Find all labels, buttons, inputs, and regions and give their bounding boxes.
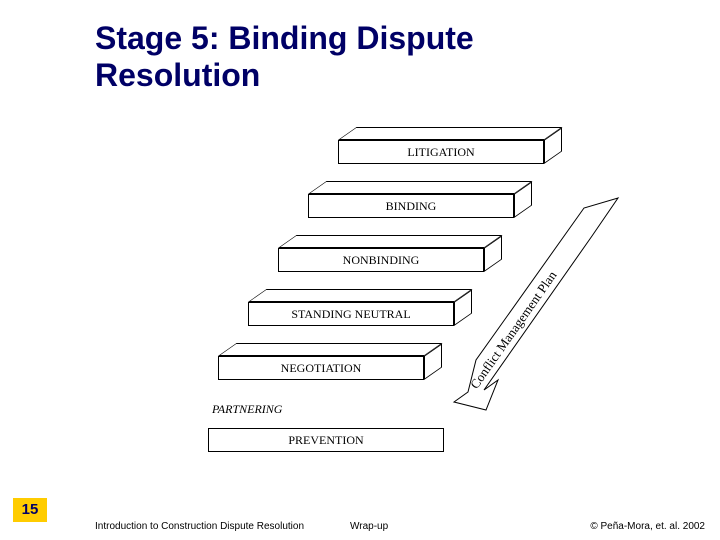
step-litigation: LITIGATION [338, 140, 544, 164]
footer-right: © Peña-Mora, et. al. 2002 [590, 521, 705, 532]
title-line-2: Resolution [95, 57, 260, 93]
footer-left: Introduction to Construction Dispute Res… [95, 521, 304, 532]
page-title: Stage 5: Binding Dispute Resolution [95, 20, 474, 94]
step-binding: BINDING [308, 194, 514, 218]
slide-number: 15 [13, 498, 47, 522]
step-prevention: PREVENTION [208, 428, 444, 452]
step-standing: STANDING NEUTRAL [248, 302, 454, 326]
partnering-label: PARTNERING [212, 402, 282, 417]
title-line-1: Stage 5: Binding Dispute [95, 20, 474, 56]
step-standing-top [248, 289, 473, 302]
step-negotiation: NEGOTIATION [218, 356, 424, 380]
staircase-diagram: PARTNERING Conflict Management Plan LITI… [160, 140, 590, 450]
step-litigation-top [338, 127, 563, 140]
slide: Stage 5: Binding Dispute Resolution PART… [0, 0, 720, 540]
step-nonbinding-top [278, 235, 503, 248]
step-negotiation-top [218, 343, 443, 356]
step-nonbinding: NONBINDING [278, 248, 484, 272]
footer-mid: Wrap-up [350, 521, 388, 532]
step-binding-top [308, 181, 533, 194]
footer: 15 Introduction to Construction Dispute … [0, 512, 720, 540]
